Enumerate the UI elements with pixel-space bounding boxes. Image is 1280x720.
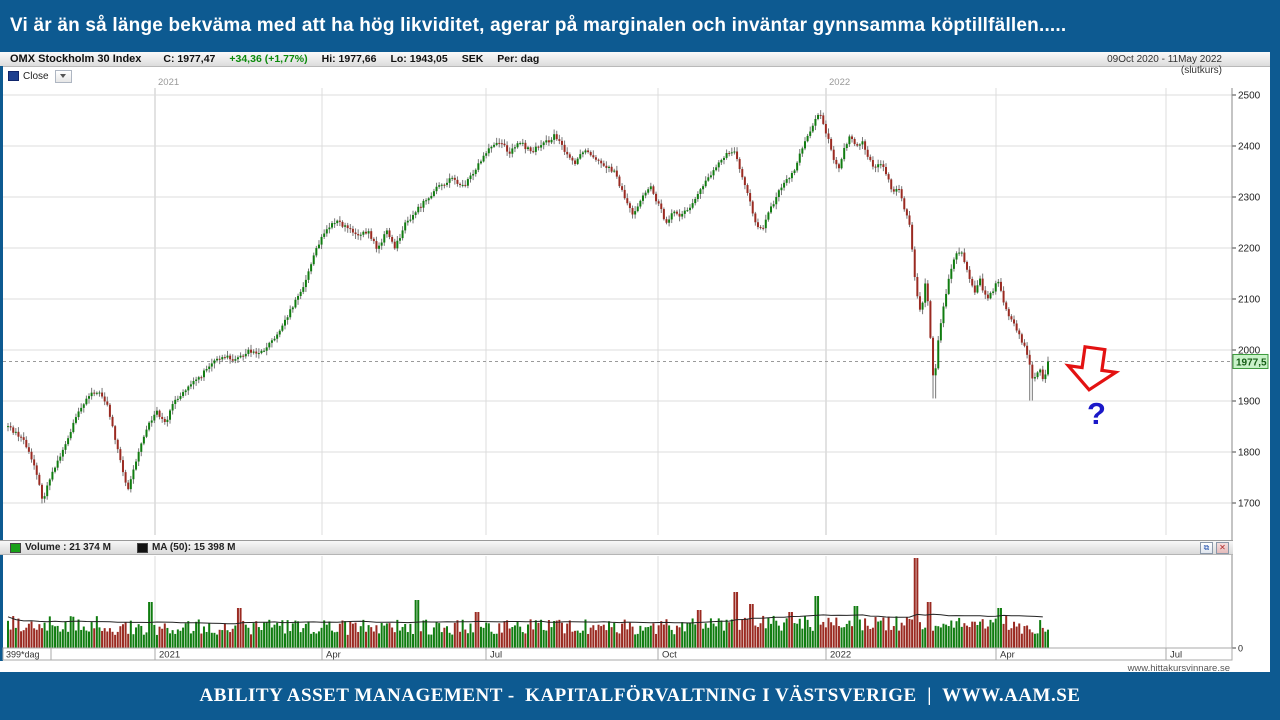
chart-left-edge [0,66,3,661]
restore-pane-icon[interactable]: ⧉ [1200,542,1213,554]
volume-pane-header: Volume : 21 374 M MA (50): 15 398 M ⧉ ✕ [0,540,1233,555]
quote-high: Hi: 1977,66 [321,53,377,65]
volume-ma-swatch-icon [136,542,148,553]
svg-text:2400: 2400 [1238,142,1261,153]
series-legend: Close [8,69,72,83]
volume-label: Volume : 21 374 M [25,542,111,553]
top-banner-text: Vi är än så länge bekväma med att ha hög… [10,15,1067,36]
close-pane-icon[interactable]: ✕ [1216,542,1229,554]
chevron-down-icon [60,74,67,78]
quote-change: +34,36 (+1,77%) [229,53,308,65]
svg-text:1900: 1900 [1238,397,1261,408]
bottom-banner-text: ABILITY ASSET MANAGEMENT - KAPITALFÖRVAL… [199,685,1081,706]
close-series-swatch-icon [8,71,19,81]
series-dropdown[interactable] [54,69,72,83]
volume-series-swatch-icon [10,542,21,553]
bottom-banner: ABILITY ASSET MANAGEMENT - KAPITALFÖRVAL… [0,672,1280,720]
date-range-note: (slutkurs) [1180,65,1222,76]
volume-ma-label: MA (50): 15 398 M [151,542,236,553]
quote-low: Lo: 1943,05 [390,53,448,65]
svg-text:Apr: Apr [1000,650,1015,661]
svg-text:1700: 1700 [1238,499,1261,510]
question-mark-annotation: ? [1087,396,1106,431]
svg-text:Jul: Jul [1170,650,1182,661]
svg-text:2100: 2100 [1238,295,1261,306]
top-banner: Vi är än så länge bekväma med att ha hög… [0,0,1280,52]
svg-text:Apr: Apr [326,650,341,661]
svg-text:2021: 2021 [158,77,179,88]
svg-text:0: 0 [1238,644,1243,654]
svg-text:1800: 1800 [1238,448,1261,459]
quote-period: Per: dag [497,53,540,65]
date-range-block: 09Oct 2020 - 11May 2022 (slutkurs) [1107,54,1222,76]
svg-text:Oct: Oct [662,650,677,661]
close-series-label: Close [23,70,49,82]
svg-text:2022: 2022 [830,650,851,661]
quote-close: C: 1977,47 [163,53,216,65]
svg-text:2200: 2200 [1238,244,1261,255]
svg-text:2022: 2022 [829,77,850,88]
down-arrow-annotation-icon [1064,345,1121,392]
quote-currency: SEK [461,53,484,65]
svg-text:399*dag: 399*dag [6,650,40,660]
svg-text:2000: 2000 [1238,346,1261,357]
svg-text:2021: 2021 [159,650,180,661]
date-range: 09Oct 2020 - 11May 2022 [1107,54,1222,65]
svg-text:1977,5: 1977,5 [1236,357,1267,368]
svg-text:2500: 2500 [1238,91,1261,102]
svg-text:2300: 2300 [1238,193,1261,204]
chart-header: OMX Stockholm 30 Index C: 1977,47 +34,36… [0,52,1270,67]
svg-text:Jul: Jul [490,650,502,661]
price-and-volume-plot[interactable]: 2500 2400 2300 2200 2100 2000 1900 1800 1700 2021… [0,52,1270,672]
chart-window: OMX Stockholm 30 Index C: 1977,47 +34,36… [0,52,1270,674]
watermark-link[interactable]: www.hittakursvinnare.se [1127,663,1230,674]
instrument-title: OMX Stockholm 30 Index [10,53,142,65]
